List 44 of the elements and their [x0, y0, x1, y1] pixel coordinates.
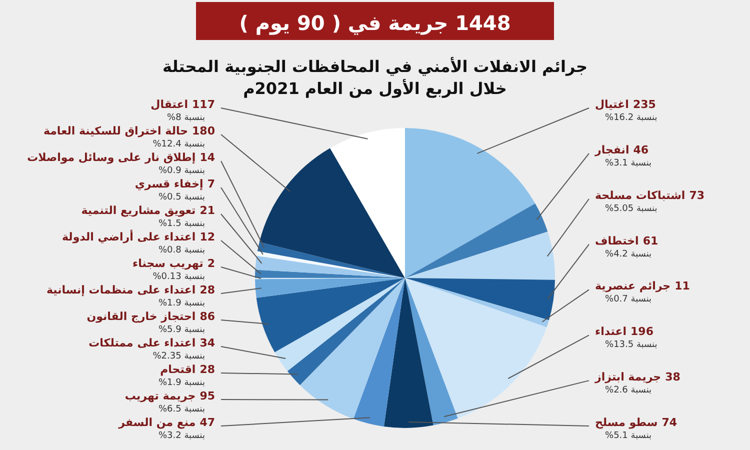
slice-label: اعتداء: [595, 325, 627, 338]
text: بنسبة 3.1%: [605, 158, 652, 168]
slice-label: سطو مسلح: [595, 416, 658, 429]
slice-label: جريمة تهريب: [124, 390, 196, 402]
text: بنسبة 2.35%: [152, 352, 205, 362]
slice-label: إخفاء قسري: [134, 178, 204, 190]
slice-label: جرائم عنصرية: [595, 280, 671, 293]
text: بنسبة 13.5%: [605, 340, 658, 350]
slice-label: اختطاف: [595, 234, 639, 248]
text: بنسبة 0.7%: [605, 294, 652, 305]
text: بنسبة 4.2%: [605, 249, 652, 260]
text: بنسبة 1.9%: [158, 298, 205, 308]
slice-label: انفجار: [594, 143, 630, 156]
slice-label: تهريب سجناء: [132, 257, 204, 270]
text: بنسبة 16.2%: [605, 113, 658, 123]
slice-label: منع من السفر: [118, 416, 196, 429]
slice-label: اعتقال: [150, 98, 188, 111]
text: بنسبة 5.05%: [605, 204, 658, 214]
text: بنسبة 3.2%: [158, 431, 205, 441]
slice-label: حالة اختراق للسكينة العامة: [43, 124, 188, 138]
chart-subtitle: جرائم الانفلات الأمني في المحافظات الجنوبية المحتلة خلال الربع الأول من العام 2021م: [162, 56, 588, 98]
text: بنسبة 8%: [167, 113, 205, 123]
text: بنسبة 0.9%: [158, 166, 205, 176]
slice-label: اقتحام: [160, 363, 196, 376]
text: بنسبة 5.9%: [158, 325, 205, 335]
text: بنسبة 2.6%: [605, 386, 652, 396]
slice-label: جريمة ابتزاز: [594, 370, 662, 384]
text: بنسبة 6.5%: [158, 404, 205, 414]
text: بنسبة 5.1%: [605, 431, 652, 441]
chart-title: 1448 جريمة في ( 90 يوم ): [239, 11, 511, 35]
slice-label: إطلاق نار على وسائل مواصلات: [27, 151, 196, 164]
slice-label: احتجاز خارج القانون: [86, 310, 196, 323]
text: بنسبة 0.5%: [158, 192, 205, 202]
slice-label: اشتباكات مسلحة: [595, 188, 686, 202]
slice-label: اعتداء على أراضي الدولة: [62, 230, 196, 244]
text: بنسبة 0.13%: [152, 272, 205, 282]
text: بنسبة 0.8%: [158, 246, 205, 256]
text: بنسبة 12.4%: [152, 140, 205, 150]
text: بنسبة 1.5%: [158, 219, 205, 229]
text: بنسبة 1.9%: [158, 378, 205, 388]
slice-label: اعتداء على ممتلكات: [88, 336, 196, 350]
slice-label: تعويق مشاريع التنمية: [81, 204, 196, 217]
slice-label: اغتيال: [595, 98, 629, 111]
slice-label: اعتداء على منظمات إنسانية: [46, 284, 196, 296]
